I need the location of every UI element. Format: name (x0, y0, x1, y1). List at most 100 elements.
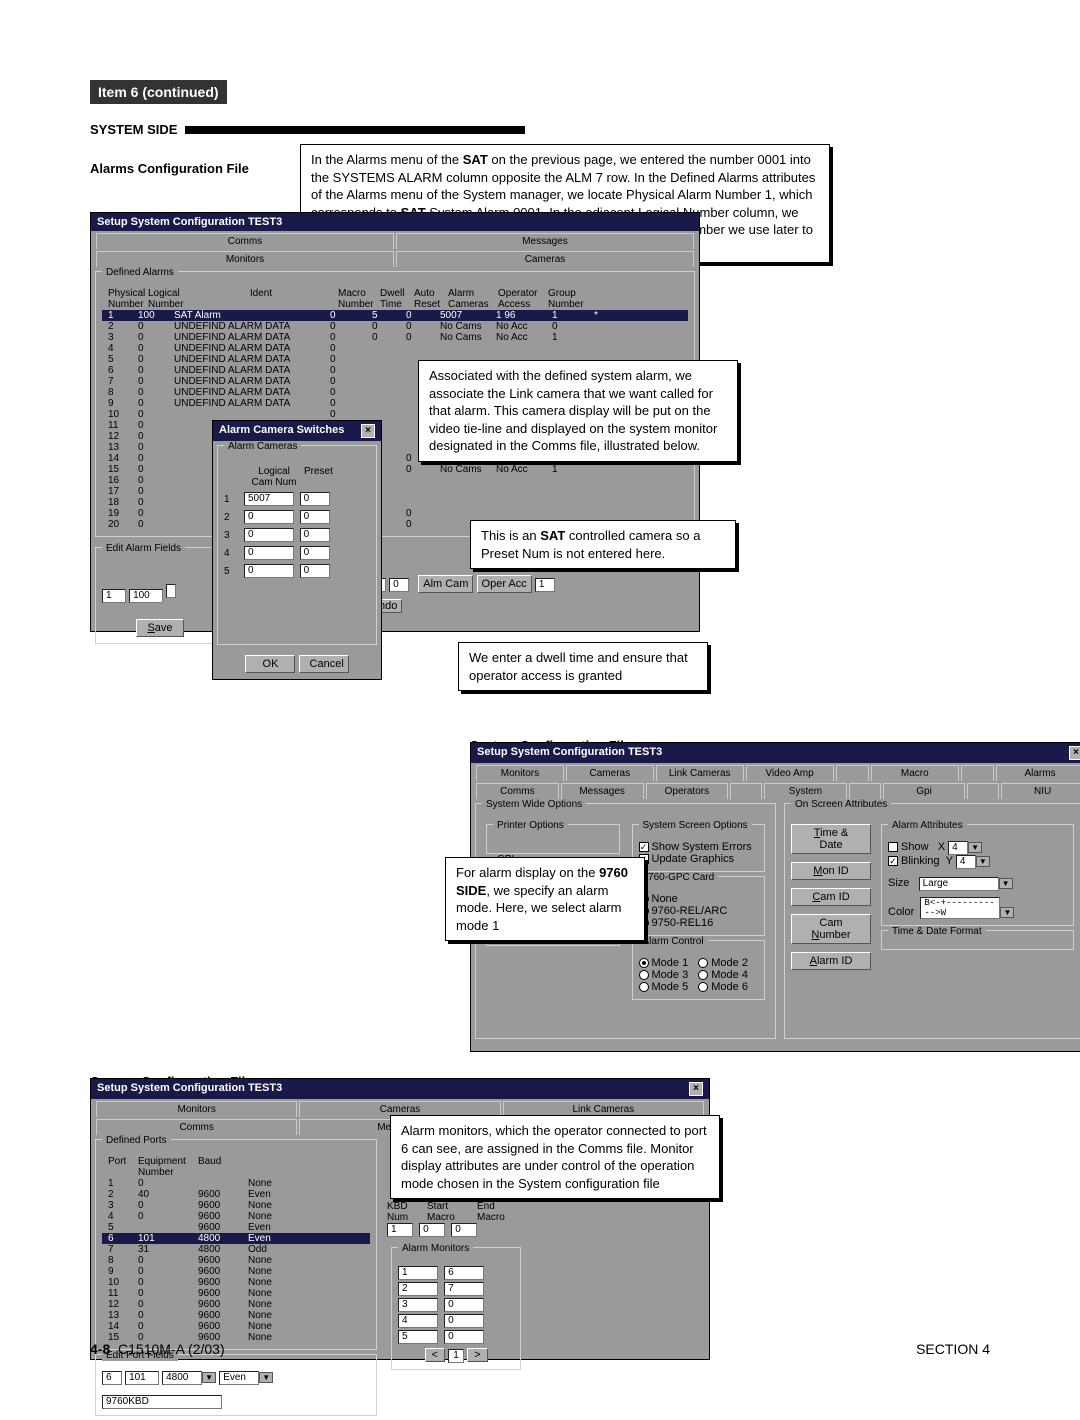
chevron-down-icon[interactable]: ▼ (202, 1372, 216, 1383)
tab-monitors3[interactable]: Monitors (96, 1101, 297, 1117)
table-row[interactable]: 190000 (102, 508, 688, 519)
radio-mode6[interactable] (698, 982, 708, 992)
table-row[interactable]: 1109600None (102, 1288, 370, 1299)
preset-input[interactable]: 0 (300, 510, 330, 524)
table-row[interactable]: 1100SAT Alarm05050071 961* (102, 310, 688, 321)
close-icon[interactable]: × (361, 424, 375, 438)
auto-input[interactable]: 0 (389, 578, 409, 592)
chevron-down-icon[interactable]: ▼ (1000, 907, 1014, 918)
tab-monitors2[interactable]: Monitors (476, 765, 564, 781)
save-button[interactable]: Save (136, 619, 183, 637)
color-input[interactable]: B<-+----------->W (920, 897, 1000, 919)
radio-mode2[interactable] (698, 958, 708, 968)
alm-cam-button[interactable]: Alm Cam (418, 575, 473, 593)
table-row[interactable]: 1600 (102, 475, 688, 486)
table-row[interactable]: 1209600None (102, 1299, 370, 1310)
tab-comms2[interactable]: Comms (476, 783, 559, 799)
tab-msgs2[interactable]: Messages (561, 783, 644, 799)
preset-input[interactable]: 0 (300, 492, 330, 506)
radio-mode4[interactable] (698, 970, 708, 980)
tab-cameras[interactable]: Cameras (396, 251, 694, 267)
btn-alarmid[interactable]: Alarm ID (791, 952, 871, 970)
radio-mode1[interactable] (639, 958, 649, 968)
end-input[interactable]: 1 (535, 578, 555, 592)
chk-show[interactable] (888, 842, 898, 852)
close-icon[interactable]: × (1069, 746, 1080, 760)
table-row[interactable]: 10None (102, 1178, 370, 1189)
list-item: 50 0 (224, 564, 370, 578)
table-row[interactable]: 20UNDEFIND ALARM DATA000No CamsNo Acc0 (102, 321, 688, 332)
logcam-input[interactable]: 0 (244, 510, 294, 524)
logcam-input[interactable]: 0 (244, 546, 294, 560)
preset-input[interactable]: 0 (300, 564, 330, 578)
chevron-down-icon[interactable]: ▼ (976, 856, 990, 867)
table-row[interactable]: 1009600None (102, 1277, 370, 1288)
cancel-button[interactable]: Cancel (299, 655, 349, 673)
table-row[interactable]: 59600Even (102, 1222, 370, 1233)
equip-input[interactable]: 101 (125, 1371, 159, 1385)
kbd-input[interactable]: 9760KBD (102, 1395, 222, 1409)
table-row[interactable]: 909600None (102, 1266, 370, 1277)
tab-messages[interactable]: Messages (396, 233, 694, 249)
tab-linkcam[interactable]: Link Cameras (656, 765, 744, 781)
tab-ops2[interactable]: Operators (646, 783, 729, 799)
startmacro-input[interactable]: 0 (419, 1223, 445, 1237)
table-row[interactable]: 1700 (102, 486, 688, 497)
table-row[interactable]: 1309600None (102, 1310, 370, 1321)
tab-macro[interactable]: Macro (871, 765, 959, 781)
preset-input[interactable]: 0 (300, 546, 330, 560)
edit-physical[interactable]: 1 (102, 589, 126, 603)
endmacro-input[interactable]: 0 (451, 1223, 477, 1237)
tab-niu[interactable]: NIU (1001, 783, 1080, 799)
parity-input[interactable]: Even (219, 1371, 259, 1385)
swo-legend: System Wide Options (482, 799, 586, 810)
chevron-down-icon[interactable]: ▼ (968, 842, 982, 853)
chevron-down-icon[interactable]: ▼ (999, 878, 1013, 889)
baud-input[interactable]: 4800 (162, 1371, 202, 1385)
close-icon[interactable]: × (689, 1082, 703, 1096)
preset-input[interactable]: 0 (300, 528, 330, 542)
y-input[interactable]: 4 (956, 855, 976, 869)
table-row[interactable]: 30UNDEFIND ALARM DATA000No CamsNo Acc1 (102, 332, 688, 343)
tab-comms3[interactable]: Comms (96, 1119, 297, 1135)
chk-blink[interactable]: ✓ (888, 856, 898, 866)
lbl-rel16: 9750-REL16 (652, 917, 714, 929)
btn-camnum[interactable]: Cam Number (791, 914, 871, 944)
size-input[interactable]: Large (919, 877, 999, 891)
btn-timedate[interactable]: Time & Date (791, 824, 871, 854)
table-row[interactable]: 2409600Even (102, 1189, 370, 1200)
port-input[interactable]: 6 (102, 1371, 122, 1385)
kbdnum-input[interactable]: 1 (387, 1223, 413, 1237)
h-macro: MacroNumber (336, 288, 378, 310)
oper-acc-button[interactable]: Oper Acc (477, 575, 532, 593)
table-row[interactable]: 150000No CamsNo Acc1 (102, 464, 688, 475)
logcam-input[interactable]: 0 (244, 564, 294, 578)
table-row[interactable]: 809600None (102, 1255, 370, 1266)
edit-logical[interactable]: 100 (129, 589, 163, 603)
btn-monid[interactable]: Mon ID (791, 862, 871, 880)
chevron-down-icon[interactable]: ▼ (259, 1372, 273, 1383)
table-row[interactable]: 309600None (102, 1200, 370, 1211)
tab-monitors[interactable]: Monitors (96, 251, 394, 267)
x-input[interactable]: 4 (948, 841, 968, 855)
logcam-input[interactable]: 5007 (244, 492, 294, 506)
table-row[interactable]: 40UNDEFIND ALARM DATA0 (102, 343, 688, 354)
tab-gpi[interactable]: Gpi (883, 783, 966, 799)
chk-show-err[interactable]: ✓ (639, 842, 649, 852)
table-row[interactable]: 61014800Even (102, 1233, 370, 1244)
tab-alarms2[interactable]: Alarms (996, 765, 1080, 781)
table-row[interactable]: 1409600None (102, 1321, 370, 1332)
tab-cameras2[interactable]: Cameras (566, 765, 654, 781)
table-row[interactable]: 7314800Odd (102, 1244, 370, 1255)
btn-camid[interactable]: Cam ID (791, 888, 871, 906)
radio-mode3[interactable] (639, 970, 649, 980)
tab-comms[interactable]: Comms (96, 233, 394, 249)
logcam-input[interactable]: 0 (244, 528, 294, 542)
radio-mode5[interactable] (639, 982, 649, 992)
tab-system2[interactable]: System (764, 783, 847, 799)
edit-sel[interactable] (166, 584, 176, 598)
table-row[interactable]: 18000 (102, 497, 688, 508)
table-row[interactable]: 409600None (102, 1211, 370, 1222)
ok-button[interactable]: OK (245, 655, 295, 673)
tab-vidamp[interactable]: Video Amp (746, 765, 834, 781)
